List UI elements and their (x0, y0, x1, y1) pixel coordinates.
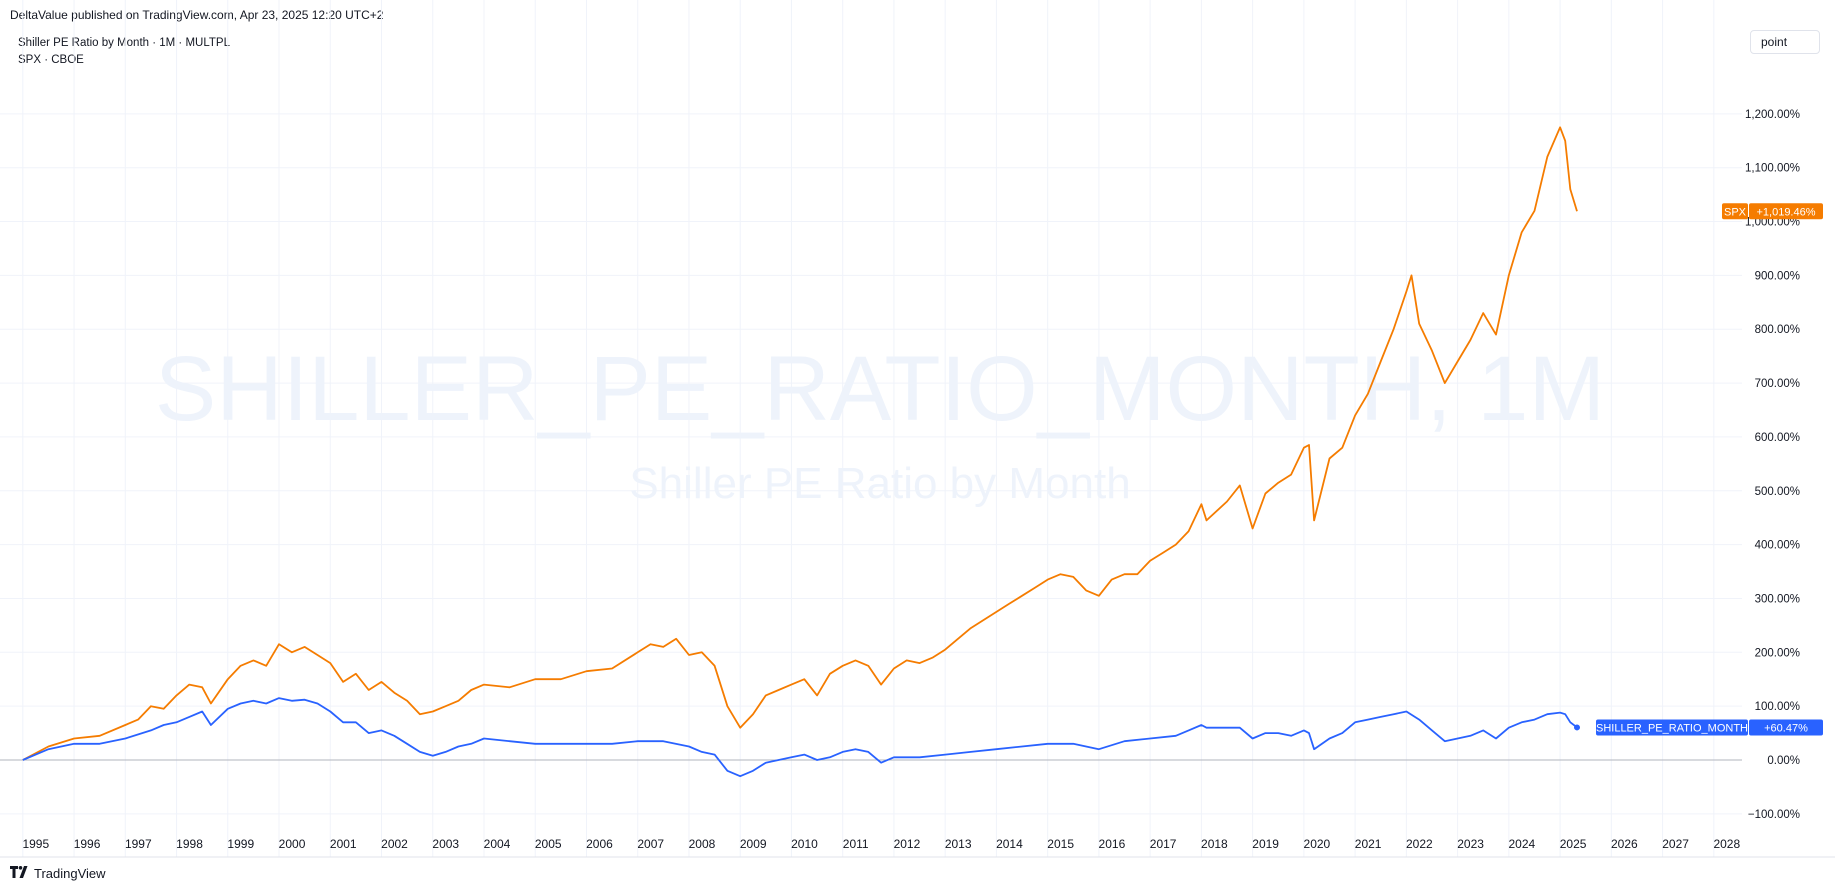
x-tick-label: 2027 (1662, 837, 1689, 851)
y-tick-label: 1,100.00% (1745, 163, 1800, 175)
shiller-label-badge (1596, 719, 1748, 736)
watermark-subtitle: Shiller PE Ratio by Month (629, 459, 1130, 508)
spx-value-text: +1,019.46% (1756, 206, 1815, 218)
tradingview-brand-label: TradingView (34, 866, 106, 881)
x-tick-label: 2020 (1304, 837, 1331, 851)
x-tick-label: 2012 (894, 837, 921, 851)
spx-value-badge (1749, 203, 1823, 220)
shiller-value-badge (1749, 719, 1823, 736)
scale-mode-button[interactable]: point (1750, 30, 1820, 54)
y-tick-label: 700.00% (1755, 378, 1800, 390)
x-tick-label: 2025 (1560, 837, 1587, 851)
y-tick-label: 0.00% (1767, 755, 1800, 767)
y-tick-label: 300.00% (1755, 593, 1800, 605)
x-tick-label: 2005 (535, 837, 562, 851)
x-tick-label: 2004 (484, 837, 511, 851)
x-tick-label: 2022 (1406, 837, 1433, 851)
y-tick-label: 800.00% (1755, 324, 1800, 336)
y-tick-label: 100.00% (1755, 701, 1800, 713)
last-value-badges: SPX +1,019.46% SHILLER_PE_RATIO_MONTH +60.4… (1596, 203, 1823, 736)
y-tick-label: 1,200.00% (1745, 109, 1800, 121)
x-tick-label: 2002 (381, 837, 408, 851)
x-tick-label: 1998 (176, 837, 203, 851)
x-tick-label: 2015 (1047, 837, 1074, 851)
x-tick-label: 2019 (1252, 837, 1279, 851)
x-tick-label: 1996 (74, 837, 101, 851)
shiller-last-point (1573, 724, 1580, 731)
x-tick-label: 2023 (1457, 837, 1484, 851)
shiller-label-text: SHILLER_PE_RATIO_MONTH (1596, 722, 1748, 734)
x-axis[interactable]: 1995 1996 1997 1998 1999 2000 2001 2002 2003 2004… (22, 837, 1740, 851)
tradingview-logo-icon (10, 866, 30, 881)
watermark-title: SHILLER_PE_RATIO_MONTH, 1M (155, 338, 1605, 440)
x-tick-label: 1995 (22, 837, 49, 851)
y-tick-label: 400.00% (1755, 540, 1800, 552)
spx-label-badge (1722, 203, 1748, 220)
x-tick-label: 2017 (1150, 837, 1177, 851)
shiller-value-text: +60.47% (1764, 722, 1808, 734)
x-tick-label: 2001 (330, 837, 357, 851)
spx-label-text: SPX (1724, 206, 1747, 218)
x-tick-label: 2024 (1508, 837, 1535, 851)
x-tick-label: 2026 (1611, 837, 1638, 851)
series-layer (22, 126, 1580, 778)
x-tick-label: 1999 (227, 837, 254, 851)
y-tick-label: 500.00% (1755, 486, 1800, 498)
tradingview-brand[interactable]: TradingView (10, 866, 106, 881)
x-tick-label: 2014 (996, 837, 1023, 851)
x-tick-label: 2003 (432, 837, 459, 851)
x-tick-label: 2008 (689, 837, 716, 851)
x-tick-label: 2013 (945, 837, 972, 851)
legend-spx[interactable]: SPX · CBOE (18, 53, 84, 66)
x-tick-label: 2028 (1713, 837, 1740, 851)
x-tick-label: 2009 (740, 837, 767, 851)
y-axis[interactable]: −100.00% 0.00% 100.00% 200.00% 300.00% 400.00… (1745, 109, 1800, 821)
spx-series-line (22, 126, 1578, 761)
watermark: SHILLER_PE_RATIO_MONTH, 1M Shiller PE Ra… (155, 338, 1605, 508)
x-tick-label: 2010 (791, 837, 818, 851)
y-tick-label: 600.00% (1755, 432, 1800, 444)
x-tick-label: 2018 (1201, 837, 1228, 851)
x-tick-label: 2011 (843, 837, 869, 851)
x-tick-label: 2016 (1099, 837, 1126, 851)
x-tick-label: 2007 (637, 837, 664, 851)
x-tick-label: 2021 (1355, 837, 1382, 851)
publisher-line: DeltaValue published on TradingView.com,… (10, 8, 384, 22)
y-tick-label: 900.00% (1755, 270, 1800, 282)
x-tick-label: 1997 (125, 837, 152, 851)
x-tick-label: 2006 (586, 837, 613, 851)
y-tick-label: −100.00% (1748, 809, 1800, 821)
y-tick-label: 1,000.00% (1745, 217, 1800, 229)
y-tick-label: 200.00% (1755, 647, 1800, 659)
shiller-series-line (22, 697, 1578, 778)
x-tick-label: 2000 (279, 837, 306, 851)
